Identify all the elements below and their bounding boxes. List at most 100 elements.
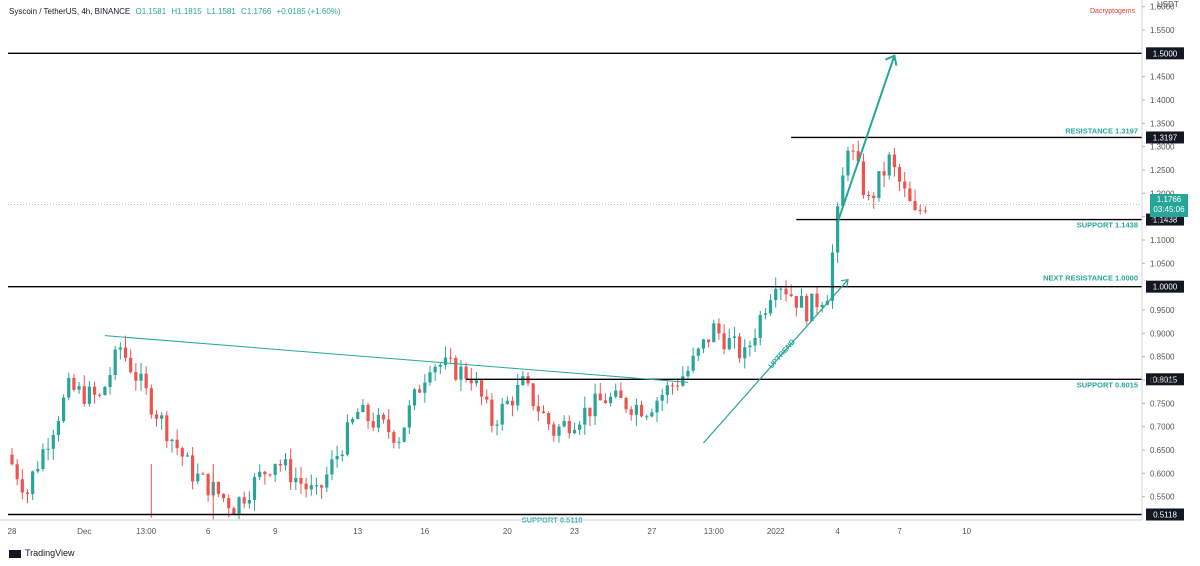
candles [10, 141, 927, 520]
brand-name: TradingView [25, 548, 75, 558]
candle-up [258, 472, 261, 477]
currency-label[interactable]: USDT [1157, 0, 1179, 9]
candle-down [815, 294, 818, 307]
level-label: SUPPORT 0.8015 [1077, 380, 1138, 389]
price-tick-label: 1.3500 [1150, 119, 1175, 128]
candle-up [186, 455, 189, 456]
candle-down [201, 474, 204, 475]
price-tick-label: 0.9500 [1150, 306, 1175, 315]
candle-down [604, 400, 607, 403]
price-tick-label: 1.0500 [1150, 259, 1175, 268]
candle-down [155, 414, 158, 418]
candle-down [176, 440, 179, 448]
candle-down [485, 397, 488, 400]
candle-down [630, 409, 633, 415]
time-tick-label: 20 [503, 527, 512, 536]
candle-up [377, 415, 380, 428]
candle-up [351, 419, 354, 422]
price-axis: 0.55000.60000.65000.70000.75000.80000.85… [1142, 0, 1175, 520]
time-tick-label: 13:00 [704, 527, 725, 536]
open-value: O1.1581 [135, 7, 166, 16]
level-label: SUPPORT 1.1438 [1077, 221, 1138, 230]
candle-down [366, 405, 369, 421]
candle-down [624, 398, 627, 409]
candle-up [361, 405, 364, 412]
trend-lines: UPTREND [105, 56, 897, 443]
candle-up [655, 401, 658, 413]
candle-up [397, 442, 400, 443]
price-tick-label: 1.2500 [1150, 166, 1175, 175]
candle-down [289, 459, 292, 482]
candle-up [444, 358, 447, 365]
candle-down [382, 415, 385, 420]
candle-down [279, 464, 282, 466]
candle-down [222, 494, 225, 498]
candle-up [108, 375, 111, 387]
candle-up [661, 395, 664, 401]
candle-up [408, 405, 411, 427]
candle-down [542, 412, 545, 414]
candle-down [490, 400, 493, 426]
high-value: H1.1815 [171, 7, 201, 16]
candle-up [712, 323, 715, 342]
candle-down [227, 498, 230, 508]
price-tick-label: 0.8000 [1150, 376, 1175, 385]
bar-countdown: 03:45:06 [1150, 205, 1188, 215]
level-label: NEXT RESISTANCE 1.0000 [1043, 274, 1138, 283]
candle-down [387, 420, 390, 433]
candle-up [423, 382, 426, 392]
candle-up [753, 338, 756, 346]
candle-down [191, 455, 194, 481]
candle-down [537, 406, 540, 411]
candle-down [206, 474, 209, 496]
candle-down [882, 171, 885, 175]
candle-up [666, 385, 669, 395]
price-tick-label: 0.9000 [1150, 329, 1175, 338]
candle-down [181, 448, 184, 456]
candle-down [872, 196, 875, 198]
tradingview-footer[interactable]: TradingView [9, 548, 75, 558]
price-tick-label: 0.7500 [1150, 399, 1175, 408]
price-tick-label: 1.1000 [1150, 236, 1175, 245]
time-tick-label: 4 [835, 527, 840, 536]
candle-down [867, 195, 870, 196]
candle-up [800, 296, 803, 308]
level-label: RESISTANCE 1.3197 [1065, 126, 1138, 135]
candle-up [341, 455, 344, 456]
candle-down [547, 413, 550, 424]
candle-up [645, 416, 648, 417]
candle-down [165, 415, 168, 441]
time-tick-label: 6 [206, 527, 211, 536]
candle-up [846, 151, 849, 176]
candle-up [888, 155, 891, 176]
candle-up [733, 336, 736, 338]
candle-down [129, 358, 132, 372]
time-tick-label: 10 [962, 527, 971, 536]
candle-down [305, 484, 308, 490]
candle-up [697, 349, 700, 356]
candle-up [335, 456, 338, 459]
candle-down [372, 421, 375, 428]
candle-up [877, 171, 880, 198]
candle-down [588, 408, 591, 416]
candle-down [511, 401, 514, 406]
price-tick-label: 1.5500 [1150, 26, 1175, 35]
time-tick-label: 13:00 [136, 527, 157, 536]
candle-down [449, 358, 452, 359]
candle-up [139, 374, 142, 381]
candle-up [614, 391, 617, 397]
candle-down [480, 380, 483, 396]
time-tick-label: 13 [353, 527, 362, 536]
candle-down [464, 367, 467, 379]
candle-up [578, 425, 581, 430]
candle-down [852, 151, 855, 152]
candle-up [439, 365, 442, 367]
time-tick-label: 7 [897, 527, 902, 536]
candle-up [594, 394, 597, 417]
candle-up [583, 408, 586, 425]
candle-up [557, 426, 560, 435]
candle-down [671, 385, 674, 386]
candle-up [237, 497, 240, 514]
candle-up [748, 345, 751, 347]
